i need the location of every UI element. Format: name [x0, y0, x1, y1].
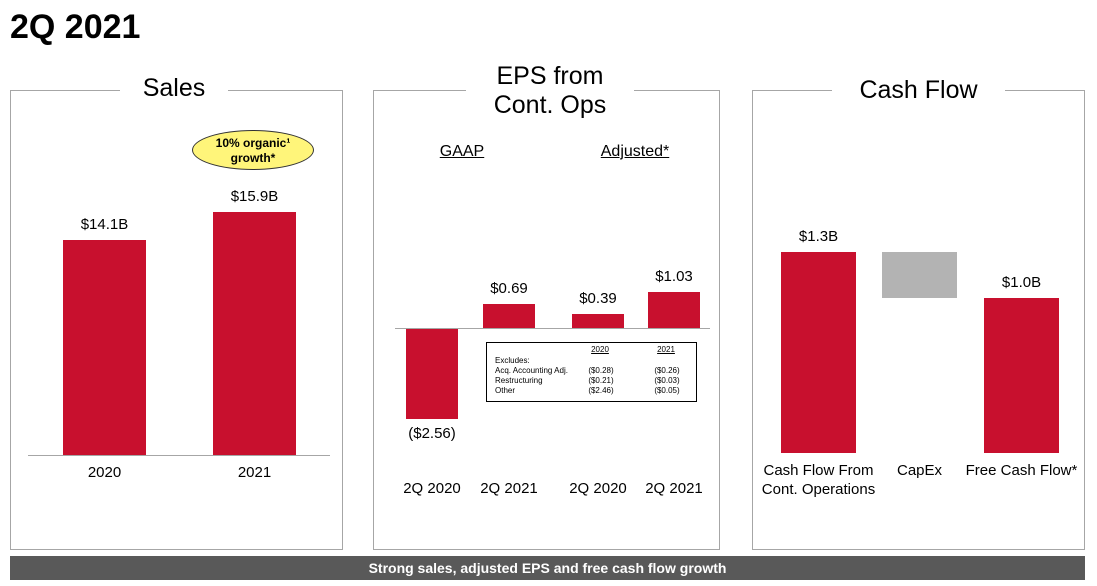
annotation: 10% organic¹ growth* — [192, 130, 314, 170]
page-title: 2Q 2021 — [10, 8, 141, 46]
panel-title: Sales — [120, 74, 228, 103]
excludes-table: 2020 2021 Excludes: Acq. Accounting Adj. ($0… — [486, 342, 697, 402]
x-tick-label: CapEx — [896, 462, 943, 479]
panel-title: EPS from Cont. Ops — [466, 62, 634, 120]
x-tick-label: 2Q 2021 — [480, 480, 538, 497]
value-label: $1.3B — [798, 227, 839, 245]
x-tick-label: 2021 — [237, 464, 272, 481]
bar — [483, 303, 535, 328]
value-label: $1.0B — [1001, 274, 1042, 291]
group-label: Adjusted* — [600, 143, 670, 160]
value-label: $1.03 — [655, 267, 693, 285]
table-row-label: Acq. Accounting Adj. — [495, 366, 568, 375]
table-cell: ($0.05) — [654, 386, 680, 395]
table-title: Excludes: — [495, 356, 530, 365]
value-label: $0.69 — [490, 279, 528, 297]
table-cell: ($0.21) — [588, 376, 614, 385]
group-label: GAAP — [439, 143, 485, 160]
table-cell: ($0.26) — [654, 366, 680, 375]
x-tick-label: 2Q 2020 — [569, 480, 627, 497]
bar — [63, 239, 146, 455]
baseline — [28, 455, 330, 456]
bar — [781, 251, 856, 453]
table-row-label: Other — [495, 386, 516, 395]
x-tick-label: 2020 — [87, 464, 122, 481]
value-label: $0.39 — [579, 290, 617, 308]
bar — [213, 212, 296, 455]
value-label: $15.9B — [230, 188, 279, 206]
table-row-label: Restructuring — [495, 376, 543, 385]
bar — [648, 291, 700, 328]
value-label: ($2.56) — [408, 424, 456, 442]
bar — [984, 298, 1059, 453]
x-tick-label: 2Q 2020 — [403, 480, 461, 497]
panel-title: Cash Flow — [832, 76, 1005, 105]
table-header: 2020 — [591, 345, 609, 354]
bar — [572, 314, 624, 328]
baseline — [395, 328, 710, 329]
x-tick-label: Cash Flow From Cont. Operations — [761, 462, 876, 498]
table-cell: ($2.46) — [588, 386, 614, 395]
table-cell: ($0.03) — [654, 376, 680, 385]
value-label: $14.1B — [80, 215, 129, 233]
x-tick-label: Free Cash Flow* — [965, 462, 1078, 479]
bar — [406, 329, 458, 419]
bar — [882, 251, 957, 298]
table-header: 2021 — [657, 345, 675, 354]
x-tick-label: 2Q 2021 — [645, 480, 703, 497]
table-cell: ($0.28) — [588, 366, 614, 375]
footer-bar: Strong sales, adjusted EPS and free cash… — [10, 556, 1085, 580]
